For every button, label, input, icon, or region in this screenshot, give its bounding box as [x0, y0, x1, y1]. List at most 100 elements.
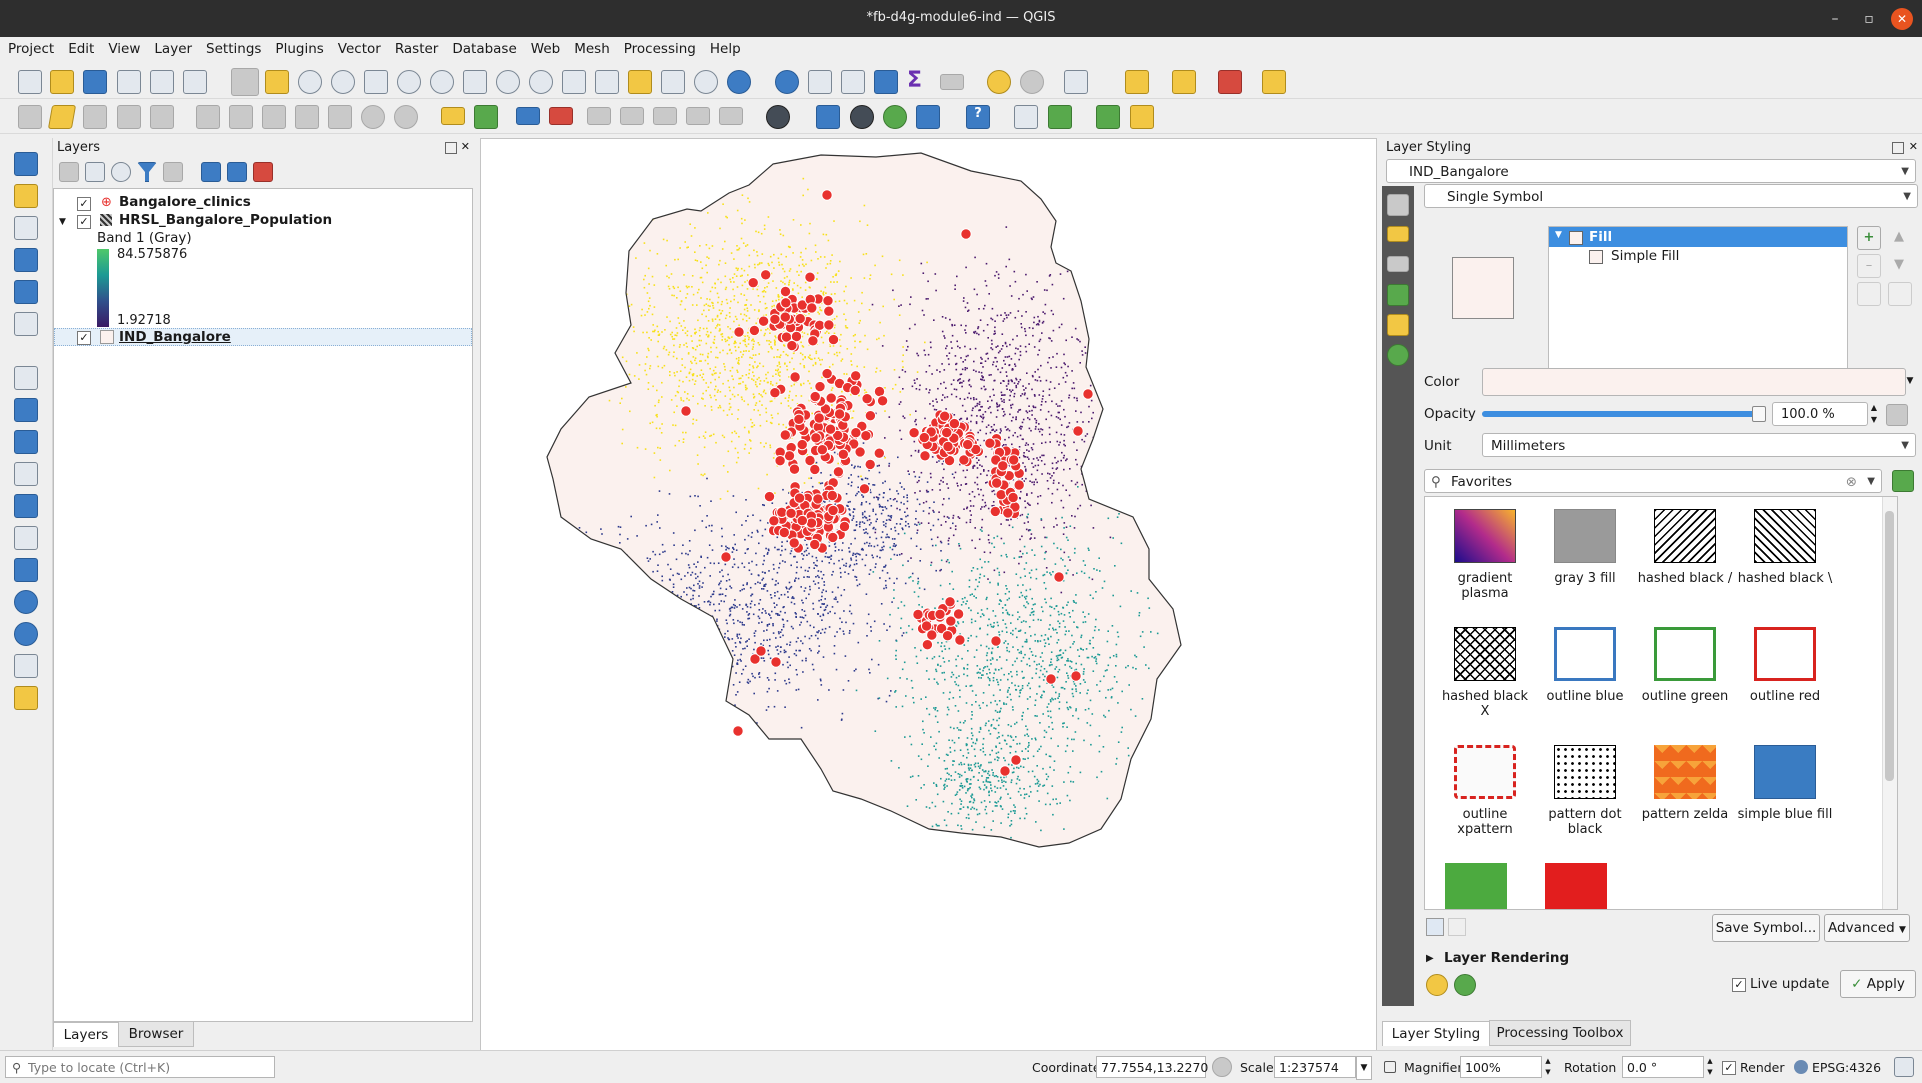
redo-icon[interactable]	[394, 105, 418, 129]
add-feature-icon[interactable]	[117, 105, 141, 129]
menu-layer[interactable]: Layer	[154, 41, 193, 57]
show-hide-labels-icon[interactable]	[549, 107, 573, 125]
new-shapefile-icon[interactable]	[14, 216, 38, 240]
collapse-all-icon[interactable]	[227, 162, 247, 182]
tab-layers[interactable]: Layers	[53, 1022, 119, 1047]
temporal-controller-icon[interactable]	[694, 70, 718, 94]
menu-web[interactable]: Web	[530, 41, 561, 57]
help-icon[interactable]: ?	[966, 105, 990, 129]
text-annotation-icon[interactable]	[1064, 70, 1088, 94]
deselect-features-icon[interactable]	[1218, 70, 1242, 94]
copy-features-icon[interactable]	[295, 105, 319, 129]
zoom-last-icon[interactable]	[496, 70, 520, 94]
current-edits-icon[interactable]	[18, 105, 42, 129]
zoom-full-icon[interactable]	[364, 70, 388, 94]
layer-boundary[interactable]: IND_Bangalore	[119, 329, 231, 345]
expand-all-icon[interactable]	[201, 162, 221, 182]
menu-edit[interactable]: Edit	[68, 41, 95, 57]
save-edits-icon[interactable]	[83, 105, 107, 129]
new-geopackage-icon[interactable]	[14, 184, 38, 208]
menu-view[interactable]: View	[108, 41, 141, 57]
zoom-to-layer-icon[interactable]	[430, 70, 454, 94]
actions-icon[interactable]	[1020, 70, 1044, 94]
close-panel-icon[interactable]: ✕	[460, 140, 470, 153]
menu-settings[interactable]: Settings	[206, 41, 262, 57]
globe-plugin-icon[interactable]	[850, 105, 874, 129]
diagram-tool-icon[interactable]	[474, 105, 498, 129]
refresh-icon[interactable]	[727, 70, 751, 94]
style-manager-icon[interactable]	[183, 70, 207, 94]
select-by-value-icon[interactable]	[1172, 70, 1196, 94]
add-wms-icon[interactable]	[14, 590, 38, 614]
add-spatialite-icon[interactable]	[14, 494, 38, 518]
add-wfs-icon[interactable]	[14, 622, 38, 646]
zoom-out-icon[interactable]	[331, 70, 355, 94]
map-canvas[interactable]	[480, 138, 1377, 1052]
layer-clinics[interactable]: Bangalore_clinics	[119, 194, 251, 210]
menu-mesh[interactable]: Mesh	[574, 41, 610, 57]
add-vector-icon[interactable]	[14, 366, 38, 390]
new-print-layout-icon[interactable]	[117, 70, 141, 94]
menu-plugins[interactable]: Plugins	[275, 41, 324, 57]
float-panel-icon[interactable]	[445, 142, 457, 154]
save-project-icon[interactable]	[83, 70, 107, 94]
pan-to-selection-icon[interactable]	[265, 70, 289, 94]
cut-features-icon[interactable]	[262, 105, 286, 129]
select-location-icon[interactable]	[1262, 70, 1286, 94]
label-tool-icon[interactable]	[441, 107, 465, 125]
layer-population[interactable]: HRSL_Bangalore_Population	[119, 212, 333, 228]
data-source-manager-icon[interactable]	[14, 152, 38, 176]
filter-legend-icon[interactable]	[137, 162, 157, 182]
add-raster-icon[interactable]	[14, 398, 38, 422]
map-svg[interactable]	[481, 139, 1376, 1051]
identify-features-icon[interactable]	[775, 70, 799, 94]
menu-project[interactable]: Project	[8, 41, 55, 57]
zoom-next-icon[interactable]	[529, 70, 553, 94]
cross-tool-icon[interactable]	[1130, 105, 1154, 129]
close-icon[interactable]: ✕	[1891, 8, 1913, 30]
attribute-table-icon[interactable]	[808, 70, 832, 94]
zoom-native-icon[interactable]	[463, 70, 487, 94]
add-wcs-icon[interactable]	[14, 654, 38, 678]
menu-raster[interactable]: Raster	[394, 41, 439, 57]
layout-manager-icon[interactable]	[150, 70, 174, 94]
pin-labels-icon[interactable]	[516, 107, 540, 125]
open-styling-icon[interactable]	[59, 162, 79, 182]
quickmapservices-icon[interactable]	[766, 105, 790, 129]
new-temp-layer-icon[interactable]	[14, 280, 38, 304]
tab-browser[interactable]: Browser	[118, 1021, 194, 1047]
population-checkbox[interactable]: ✓	[77, 215, 91, 229]
filter-expression-icon[interactable]	[163, 162, 183, 182]
plugin-tool-icon[interactable]	[1014, 105, 1038, 129]
new-map-view-icon[interactable]	[562, 70, 586, 94]
python-console-icon[interactable]	[816, 105, 840, 129]
search-plugin-icon[interactable]	[1096, 105, 1120, 129]
measure-line-icon[interactable]	[940, 74, 964, 90]
add-mesh-icon[interactable]	[14, 430, 38, 454]
delete-selected-icon[interactable]	[229, 105, 253, 129]
new-3d-view-icon[interactable]	[595, 70, 619, 94]
new-virtual-layer-icon[interactable]	[14, 312, 38, 336]
label-callout-icon[interactable]	[719, 107, 743, 125]
zoom-in-icon[interactable]	[298, 70, 322, 94]
metasearch-icon[interactable]	[883, 105, 907, 129]
pan-map-icon[interactable]	[231, 68, 259, 96]
boundary-checkbox[interactable]: ✓	[77, 331, 91, 345]
collapse-arrow-icon[interactable]: ▼	[59, 217, 66, 227]
maximize-icon[interactable]: ▫	[1864, 11, 1874, 27]
toggle-editing-icon[interactable]	[47, 105, 77, 129]
menu-database[interactable]: Database	[452, 41, 517, 57]
label-properties-icon[interactable]	[686, 107, 710, 125]
menu-vector[interactable]: Vector	[337, 41, 381, 57]
select-features-icon[interactable]	[1125, 70, 1149, 94]
menu-processing[interactable]: Processing	[623, 41, 696, 57]
clinics-checkbox[interactable]: ✓	[77, 197, 91, 211]
add-postgis-icon[interactable]	[14, 558, 38, 582]
processing-gear-icon[interactable]	[874, 70, 898, 94]
minimize-icon[interactable]: –	[1831, 11, 1839, 27]
modify-attributes-icon[interactable]	[196, 105, 220, 129]
show-bookmarks-icon[interactable]	[661, 70, 685, 94]
add-vector-tile-icon[interactable]	[14, 686, 38, 710]
menu-help[interactable]: Help	[709, 41, 741, 57]
new-project-icon[interactable]	[18, 70, 42, 94]
